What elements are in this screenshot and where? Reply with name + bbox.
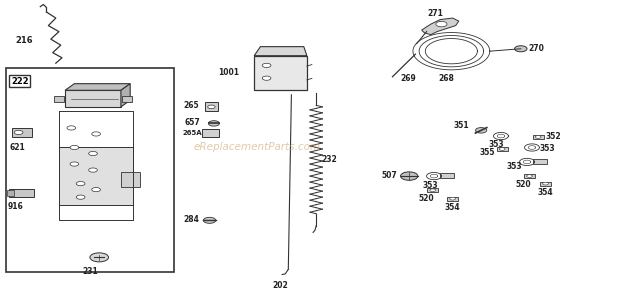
Polygon shape: [121, 172, 140, 187]
Bar: [533, 159, 547, 164]
Bar: [65, 90, 121, 107]
Text: 270: 270: [528, 44, 544, 53]
Text: 355: 355: [479, 148, 495, 157]
Circle shape: [535, 135, 541, 138]
Polygon shape: [121, 84, 130, 107]
Text: eReplacementParts.com: eReplacementParts.com: [193, 142, 321, 153]
Text: 507: 507: [381, 171, 397, 180]
Circle shape: [67, 126, 76, 130]
Text: 1001: 1001: [218, 68, 239, 77]
Text: 353: 353: [488, 140, 504, 149]
Circle shape: [203, 217, 216, 223]
Bar: [54, 96, 64, 102]
Circle shape: [208, 121, 219, 126]
Text: 354: 354: [538, 188, 554, 197]
Circle shape: [476, 128, 487, 133]
Circle shape: [526, 175, 533, 178]
Circle shape: [89, 151, 97, 156]
Circle shape: [436, 21, 447, 27]
Text: 353: 353: [422, 181, 438, 190]
Circle shape: [92, 188, 100, 192]
Circle shape: [499, 147, 505, 150]
Text: 265: 265: [183, 101, 198, 110]
Circle shape: [262, 76, 271, 80]
Circle shape: [76, 195, 85, 199]
Text: 271: 271: [428, 9, 444, 18]
Text: 916: 916: [8, 202, 24, 211]
Circle shape: [92, 132, 100, 136]
Bar: [7, 190, 14, 196]
Text: 353: 353: [507, 162, 522, 171]
Circle shape: [262, 63, 271, 67]
Bar: [524, 174, 535, 178]
Bar: [254, 56, 307, 90]
Text: 351: 351: [453, 121, 469, 130]
Text: 202: 202: [272, 281, 288, 290]
Text: 520: 520: [418, 194, 435, 203]
Polygon shape: [422, 18, 459, 35]
Polygon shape: [254, 47, 307, 56]
Circle shape: [208, 105, 215, 109]
Bar: [59, 147, 133, 205]
Circle shape: [14, 130, 23, 135]
Bar: [122, 96, 132, 102]
Bar: [6, 68, 174, 272]
Text: 231: 231: [82, 267, 98, 276]
Text: 621: 621: [9, 143, 25, 152]
Text: 352: 352: [546, 132, 561, 141]
Circle shape: [450, 197, 456, 200]
Text: 216: 216: [16, 36, 33, 45]
Bar: [202, 129, 219, 137]
Circle shape: [70, 162, 79, 166]
Text: 353: 353: [539, 144, 555, 153]
Circle shape: [76, 182, 85, 186]
Text: 265A: 265A: [183, 130, 203, 136]
Circle shape: [90, 253, 108, 262]
Circle shape: [89, 168, 97, 172]
Text: 232: 232: [321, 155, 337, 164]
Text: 657: 657: [185, 118, 200, 127]
Bar: [9, 189, 34, 197]
Bar: [540, 182, 551, 185]
Text: 354: 354: [445, 203, 461, 212]
Bar: [427, 188, 438, 192]
Bar: [533, 135, 544, 139]
Bar: [497, 147, 508, 151]
Text: 284: 284: [183, 215, 199, 224]
Circle shape: [430, 189, 436, 192]
Text: 269: 269: [400, 74, 415, 83]
Circle shape: [70, 145, 79, 150]
Polygon shape: [65, 84, 130, 90]
Text: 222: 222: [11, 77, 29, 86]
Circle shape: [542, 182, 549, 185]
Bar: [205, 102, 218, 111]
Text: 268: 268: [438, 74, 454, 83]
Bar: [447, 197, 458, 200]
Circle shape: [401, 172, 418, 180]
Text: 520: 520: [515, 180, 531, 189]
Bar: [440, 173, 454, 178]
Circle shape: [515, 46, 527, 52]
Bar: [12, 128, 32, 137]
